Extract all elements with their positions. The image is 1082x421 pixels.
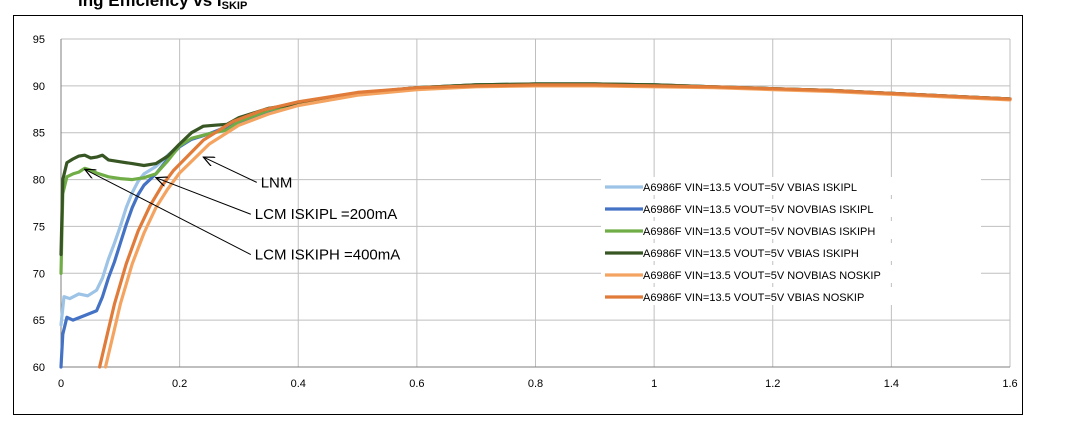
x-tick-label: 0.6 <box>409 378 424 390</box>
legend-bg-3 <box>601 221 981 239</box>
legend-bg-5 <box>601 265 981 283</box>
annotation-label-1: LNM <box>261 174 293 191</box>
x-tick-label: 0.2 <box>172 378 187 390</box>
legend-label-1: A6986F VIN=13.5 VOUT=5V VBIAS ISKIPL <box>643 182 857 194</box>
legend-label-6: A6986F VIN=13.5 VOUT=5V VBIAS NOSKIP <box>643 292 864 304</box>
cropped-chart-title: ing Efficiency vs ISKIP <box>78 0 248 12</box>
x-tick-label: 0 <box>58 378 64 390</box>
x-tick-label: 1.2 <box>765 378 780 390</box>
y-tick-label: 70 <box>33 268 45 280</box>
x-tick-label: 0.4 <box>291 378 306 390</box>
y-tick-label: 85 <box>33 128 45 140</box>
axis-ticks: 0 0.2 0.4 0.6 0.8 1 1.2 1.4 1.6 60 65 70 75 80 85 90 95 <box>33 34 1018 390</box>
x-tick-label: 0.8 <box>528 378 543 390</box>
x-tick-label: 1.4 <box>884 378 899 390</box>
legend-label-2: A6986F VIN=13.5 VOUT=5V NOVBIAS ISKIPL <box>643 204 874 216</box>
y-tick-label: 60 <box>33 362 45 374</box>
legend-label-5: A6986F VIN=13.5 VOUT=5V NOVBIAS NOSKIP <box>643 270 881 282</box>
series-lines <box>59 82 1012 369</box>
annotation-arrow-2 <box>156 178 251 215</box>
y-tick-label: 75 <box>33 221 45 233</box>
x-tick-label: 1.6 <box>1002 378 1017 390</box>
y-tick-label: 80 <box>33 175 45 187</box>
y-tick-label: 90 <box>33 81 45 93</box>
annotation-label-3: LCM ISKIPH =400mA <box>255 247 400 264</box>
series-line-6 <box>97 83 1012 369</box>
annotations: LNM LCM ISKIPL =200mA LCM ISKIPH =400mA <box>85 157 400 264</box>
annotation-arrow-3 <box>85 169 252 255</box>
y-tick-label: 95 <box>33 34 45 46</box>
x-tick-label: 1 <box>651 378 657 390</box>
annotation-arrow-1 <box>203 157 257 183</box>
legend-bg-2 <box>601 199 981 217</box>
y-tick-label: 65 <box>33 315 45 327</box>
legend-bg-4 <box>601 243 981 261</box>
legend-label-3: A6986F VIN=13.5 VOUT=5V NOVBIAS ISKIPH <box>643 226 875 238</box>
legend: A6986F VIN=13.5 VOUT=5V VBIAS ISKIPL A698… <box>601 177 981 305</box>
annotation-label-2: LCM ISKIPL =200mA <box>255 206 397 223</box>
legend-bg-6 <box>601 287 981 305</box>
legend-label-4: A6986F VIN=13.5 VOUT=5V VBIAS ISKIPH <box>643 248 859 260</box>
legend-bg-1 <box>601 177 981 195</box>
